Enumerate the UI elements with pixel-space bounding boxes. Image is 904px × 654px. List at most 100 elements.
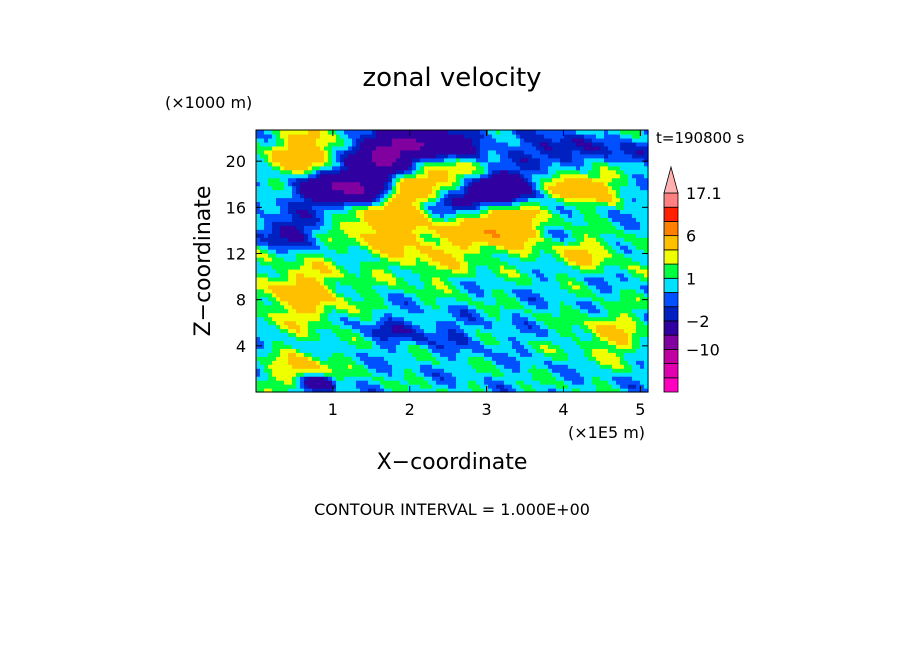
heatmap-cell bbox=[464, 245, 469, 250]
heatmap-cell bbox=[320, 360, 325, 365]
heatmap-cell bbox=[344, 384, 349, 389]
heatmap-cell bbox=[496, 380, 501, 385]
heatmap-cell bbox=[520, 296, 525, 302]
heatmap-cell bbox=[600, 308, 605, 314]
heatmap-cell bbox=[540, 304, 545, 310]
heatmap-cell bbox=[256, 388, 261, 393]
heatmap-cell bbox=[332, 368, 337, 373]
heatmap-cell bbox=[400, 261, 405, 266]
heatmap-cell bbox=[592, 376, 597, 381]
heatmap-cell bbox=[360, 261, 365, 266]
heatmap-cell bbox=[268, 344, 273, 349]
heatmap-cell bbox=[612, 253, 617, 258]
heatmap-cell bbox=[516, 264, 521, 270]
heatmap-cell bbox=[512, 360, 517, 365]
heatmap-cell bbox=[276, 308, 281, 314]
heatmap-cell bbox=[584, 380, 589, 385]
heatmap-cell bbox=[312, 320, 317, 326]
heatmap-cell bbox=[256, 280, 261, 286]
heatmap-cell bbox=[348, 324, 353, 330]
heatmap-cell bbox=[616, 340, 621, 345]
heatmap-cell bbox=[596, 360, 601, 365]
heatmap-cell bbox=[464, 308, 469, 314]
heatmap-cell bbox=[480, 217, 485, 222]
heatmap-cell bbox=[624, 292, 629, 298]
heatmap-cell bbox=[572, 316, 577, 322]
heatmap-cell bbox=[488, 360, 493, 365]
heatmap-cell bbox=[480, 253, 485, 258]
heatmap-cell bbox=[532, 364, 537, 369]
heatmap-cell bbox=[336, 217, 341, 222]
heatmap-cell bbox=[448, 376, 453, 381]
heatmap-cell bbox=[524, 280, 529, 286]
heatmap-cell bbox=[584, 332, 589, 338]
heatmap-cell bbox=[396, 205, 401, 210]
heatmap-cell bbox=[308, 233, 313, 238]
heatmap-cell bbox=[356, 308, 361, 314]
heatmap-cell bbox=[440, 332, 445, 338]
heatmap-cell bbox=[388, 304, 393, 310]
heatmap-cell bbox=[508, 229, 513, 234]
heatmap-cell bbox=[364, 312, 369, 318]
heatmap-cell bbox=[480, 336, 485, 341]
heatmap-cell bbox=[360, 316, 365, 322]
heatmap-cell bbox=[552, 332, 557, 338]
heatmap-cell bbox=[260, 209, 265, 214]
heatmap-cell bbox=[328, 324, 333, 330]
heatmap-cell bbox=[316, 205, 321, 210]
heatmap-cell bbox=[464, 272, 469, 278]
heatmap-cell bbox=[536, 364, 541, 369]
heatmap-cell bbox=[404, 336, 409, 341]
heatmap-cell bbox=[544, 233, 549, 238]
heatmap-cell bbox=[504, 209, 509, 214]
heatmap-cell bbox=[268, 300, 273, 306]
heatmap-cell bbox=[256, 360, 261, 365]
heatmap-cell bbox=[572, 360, 577, 365]
heatmap-cell bbox=[588, 292, 593, 298]
heatmap-cell bbox=[432, 197, 437, 203]
heatmap-cell bbox=[528, 237, 533, 242]
heatmap-cell bbox=[344, 237, 349, 242]
heatmap-cell bbox=[412, 364, 417, 369]
heatmap-cell bbox=[548, 253, 553, 258]
heatmap-cell bbox=[352, 284, 357, 290]
heatmap-cell bbox=[564, 245, 569, 250]
heatmap-cell bbox=[396, 241, 401, 246]
heatmap-cell bbox=[376, 264, 381, 270]
heatmap-cell bbox=[420, 296, 425, 302]
heatmap-cell bbox=[260, 380, 265, 385]
heatmap-cell bbox=[412, 276, 417, 282]
heatmap-cell bbox=[488, 257, 493, 262]
heatmap-cell bbox=[636, 233, 641, 238]
heatmap-cell bbox=[396, 272, 401, 278]
heatmap-cell bbox=[524, 241, 529, 246]
heatmap-cell bbox=[544, 312, 549, 318]
heatmap-cell bbox=[344, 380, 349, 385]
heatmap-cell bbox=[588, 280, 593, 286]
heatmap-cell bbox=[332, 257, 337, 262]
heatmap-cell bbox=[512, 328, 517, 334]
heatmap-cell bbox=[276, 257, 281, 262]
heatmap-cell bbox=[280, 268, 285, 274]
heatmap-cell bbox=[564, 284, 569, 290]
heatmap-cell bbox=[596, 213, 601, 218]
heatmap-cell bbox=[560, 229, 565, 234]
heatmap-cell bbox=[572, 324, 577, 330]
heatmap-cell bbox=[520, 241, 525, 246]
heatmap-cell bbox=[364, 292, 369, 298]
heatmap-cell bbox=[536, 304, 541, 310]
heatmap-cell bbox=[624, 264, 629, 270]
heatmap-cell bbox=[436, 376, 441, 381]
heatmap-cell bbox=[548, 233, 553, 238]
heatmap-cell bbox=[344, 312, 349, 318]
heatmap-cell bbox=[328, 237, 333, 242]
heatmap-cell bbox=[268, 241, 273, 246]
heatmap-cell bbox=[300, 209, 305, 214]
heatmap-cell bbox=[516, 261, 521, 266]
heatmap-cell bbox=[296, 280, 301, 286]
heatmap-cell bbox=[552, 368, 557, 373]
heatmap-cell bbox=[368, 344, 373, 349]
heatmap-cell bbox=[284, 245, 289, 250]
heatmap-cell bbox=[304, 324, 309, 330]
heatmap-cell bbox=[288, 268, 293, 274]
